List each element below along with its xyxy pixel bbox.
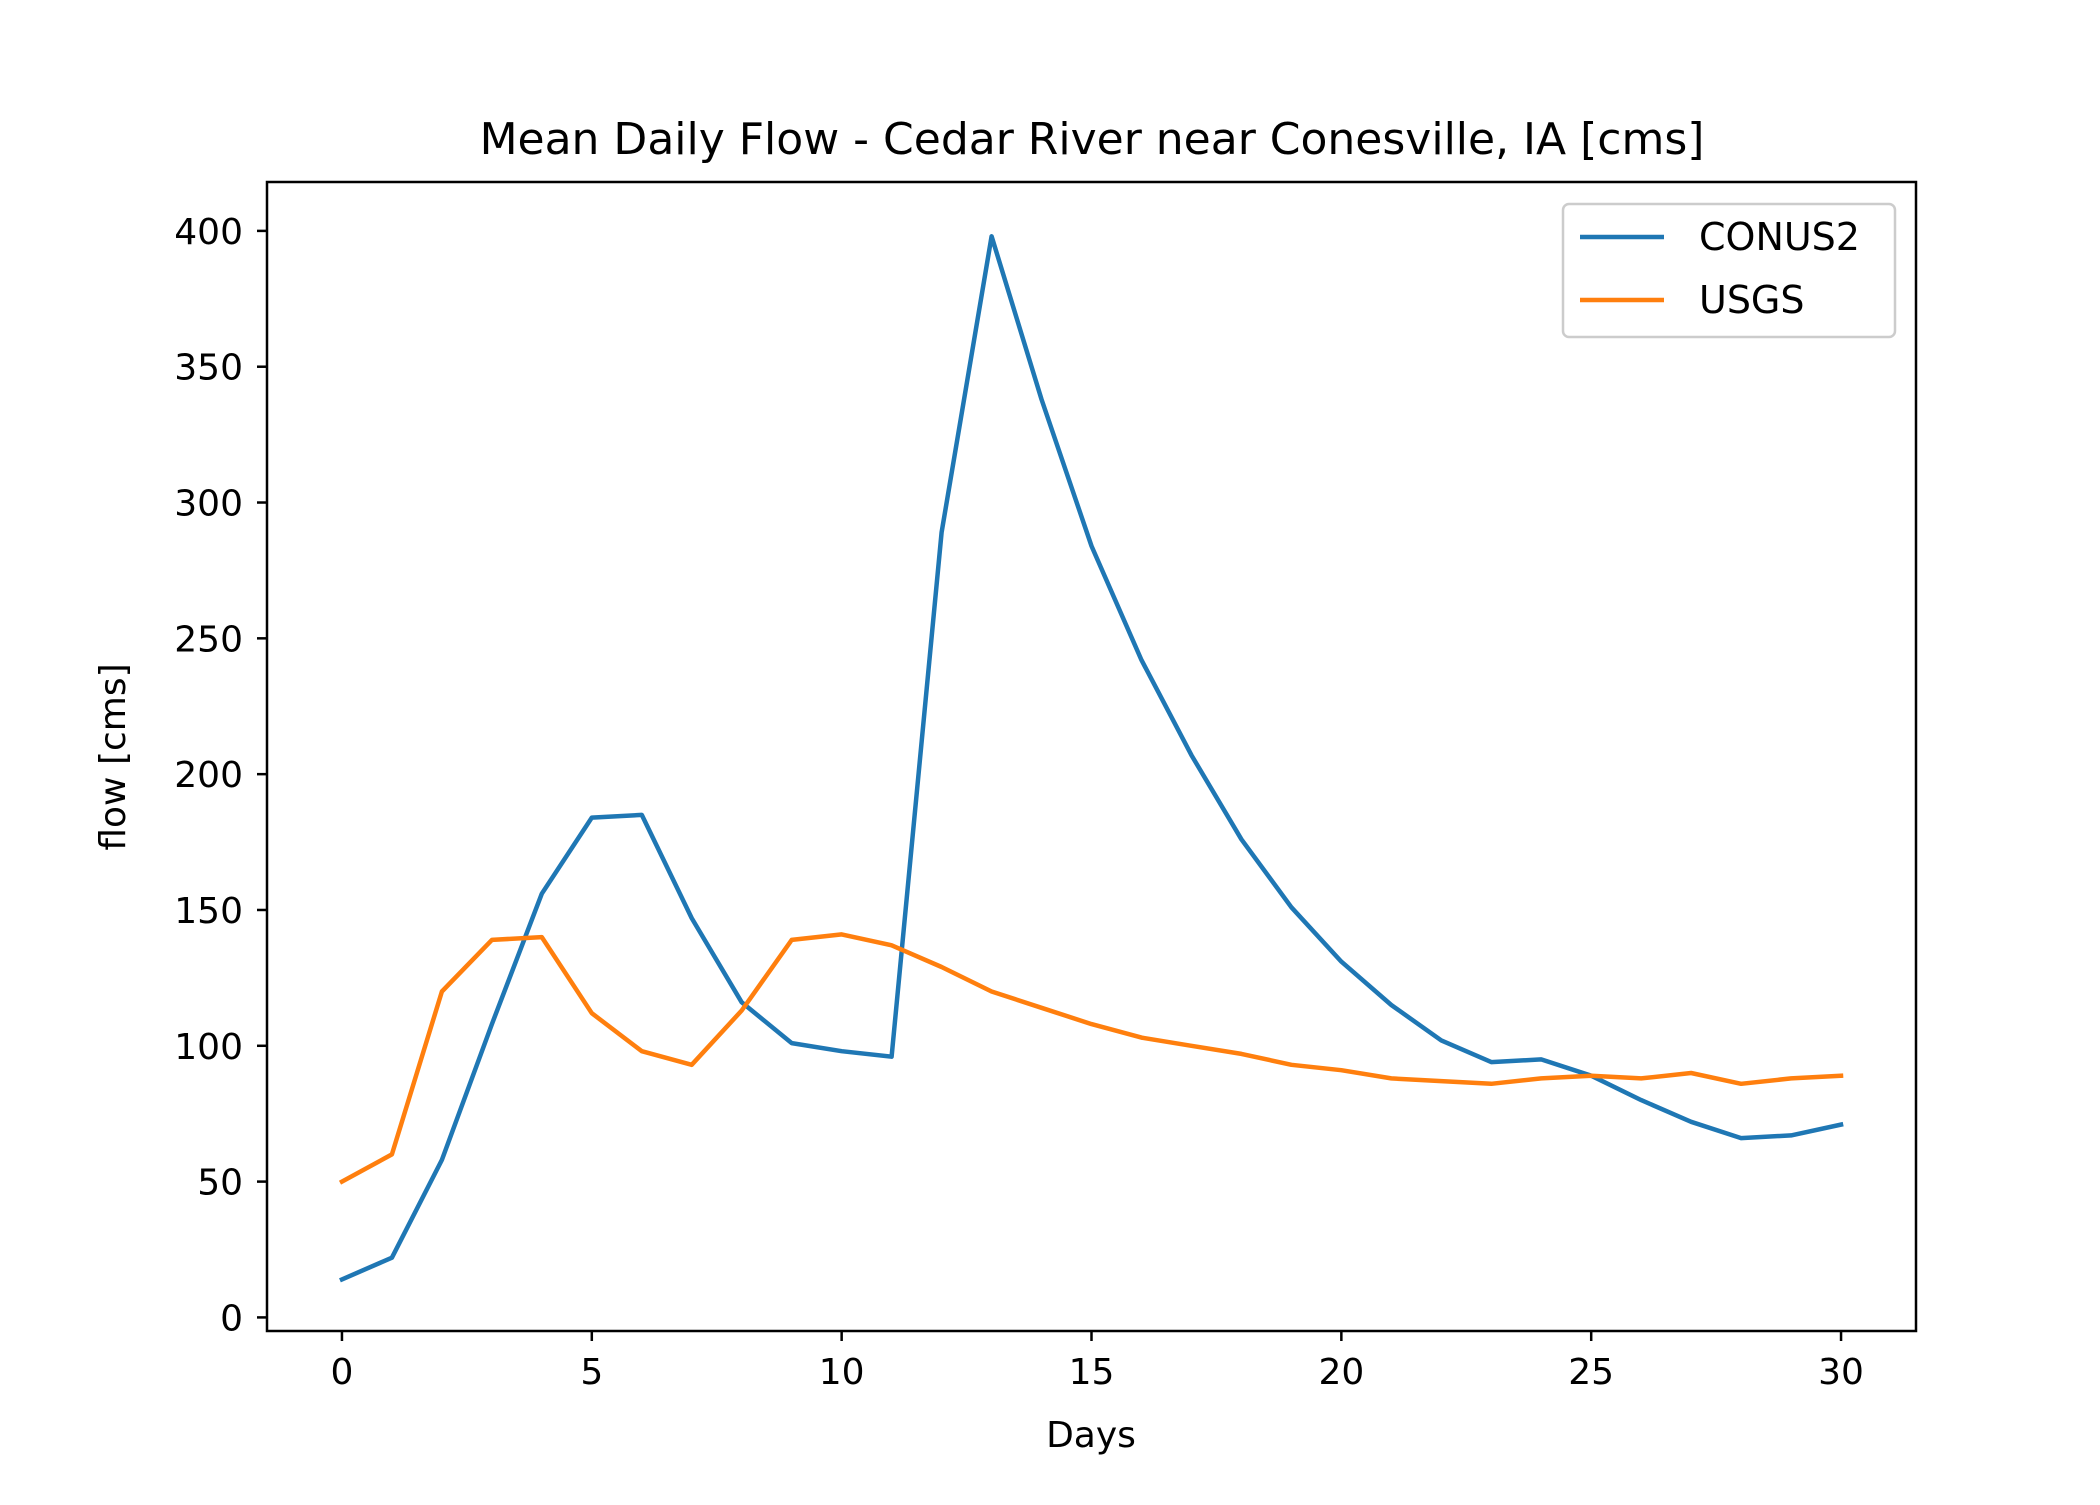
series-line-usgs	[338, 932, 1844, 1185]
y-tick-label: 100	[174, 1027, 243, 1068]
x-axis: 0 5 10 15 20 25 30	[331, 1331, 1864, 1393]
x-tick-label: 30	[1818, 1352, 1864, 1393]
x-tick-label: 5	[580, 1352, 603, 1393]
legend-label-usgs: USGS	[1699, 278, 1805, 322]
legend: CONUS2 USGS	[1561, 202, 1897, 339]
y-tick-label: 0	[220, 1298, 243, 1339]
x-tick-label: 10	[819, 1352, 865, 1393]
y-tick-label: 350	[174, 348, 243, 389]
x-tick-label: 20	[1318, 1352, 1364, 1393]
x-tick-label: 15	[1069, 1352, 1115, 1393]
legend-label-conus2: CONUS2	[1699, 215, 1860, 259]
x-axis-label: Days	[1046, 1415, 1136, 1456]
y-tick-label: 300	[174, 484, 243, 525]
y-tick-label: 200	[174, 755, 243, 796]
series-group	[338, 234, 1844, 1283]
y-axis-label: flow [cms]	[93, 663, 134, 850]
x-tick-label: 25	[1568, 1352, 1614, 1393]
y-tick-label: 50	[197, 1163, 243, 1204]
chart-title: Mean Daily Flow - Cedar River near Cones…	[480, 114, 1705, 165]
y-tick-label: 150	[174, 891, 243, 932]
x-tick-label: 0	[331, 1352, 354, 1393]
y-tick-label: 250	[174, 619, 243, 660]
y-axis: 0 50 100 150 200 250 300 350 400	[174, 212, 267, 1339]
y-tick-label: 400	[174, 212, 243, 253]
